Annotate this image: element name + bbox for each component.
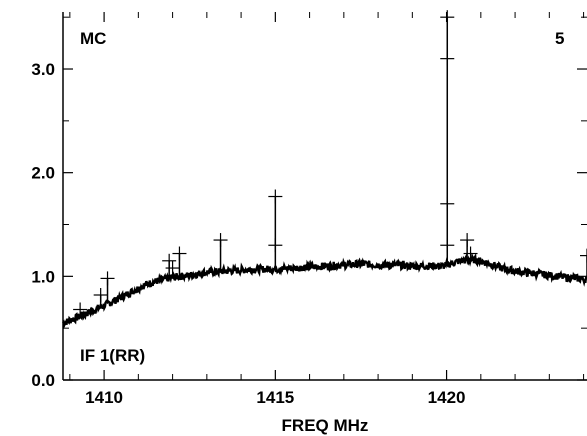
plus-marker — [463, 246, 478, 261]
corner-label-bottom-left: IF 1(RR) — [80, 346, 145, 365]
plus-marker — [460, 233, 475, 248]
plus-marker — [440, 51, 455, 66]
y-tick-label: 2.0 — [31, 164, 55, 183]
plus-marker — [73, 302, 88, 317]
plus-marker — [162, 253, 177, 268]
x-tick-label: 1420 — [428, 388, 466, 407]
x-tick-label: 1410 — [85, 388, 123, 407]
axis-ticks: 0.0 1.0 2.0 3.0 1410 1415 1420 — [31, 12, 587, 407]
data-markers — [73, 10, 587, 317]
y-tick-label: 1.0 — [31, 267, 55, 286]
plus-marker — [213, 233, 228, 248]
y-tick-label: 3.0 — [31, 60, 55, 79]
corner-label-top-right: 5 — [555, 29, 564, 48]
plus-marker — [268, 238, 283, 253]
plus-marker — [165, 261, 180, 276]
plus-marker — [580, 248, 587, 263]
plus-marker — [172, 246, 187, 261]
plus-marker — [268, 189, 283, 204]
y-tick-label: 0.0 — [31, 371, 55, 390]
plus-marker — [440, 10, 455, 25]
spectrum-curve — [62, 252, 587, 330]
spectrum-line — [62, 252, 587, 330]
plus-marker — [440, 238, 455, 253]
x-tick-label: 1415 — [256, 388, 294, 407]
plus-marker — [100, 271, 115, 286]
x-axis-label: FREQ MHz — [282, 416, 369, 435]
plot-axes — [62, 12, 587, 381]
plus-marker — [93, 287, 108, 302]
plus-marker — [440, 196, 455, 211]
corner-label-top-left: MC — [80, 29, 106, 48]
